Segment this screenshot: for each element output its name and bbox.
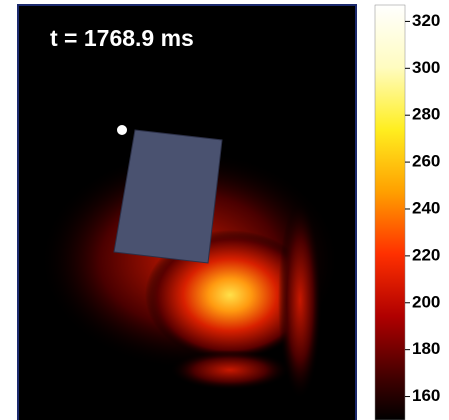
colorbar-tick-label: 320 <box>412 11 440 30</box>
figure: t = 1768.9 ms 160 180 200 220 240 260 280 300 32… <box>0 0 449 420</box>
colorbar-tick-label: 260 <box>412 152 440 171</box>
heat-region <box>170 350 290 390</box>
hot-spot <box>117 125 127 135</box>
colorbar-tick-label: 300 <box>412 58 440 77</box>
page: t = 1768.9 ms 160 180 200 220 240 260 280 300 32… <box>0 0 449 420</box>
colorbar: 160 180 200 220 240 260 280 300 320 <box>375 5 440 420</box>
colorbar-gradient <box>375 5 405 420</box>
colorbar-tick-label: 180 <box>412 339 440 358</box>
thermal-image: t = 1768.9 ms <box>18 5 356 420</box>
colorbar-tick-label: 280 <box>412 105 440 124</box>
time-label: t = 1768.9 ms <box>50 25 194 51</box>
colorbar-tick-label: 200 <box>412 292 440 311</box>
colorbar-tick-label: 240 <box>412 198 440 217</box>
colorbar-tick-label: 220 <box>412 245 440 264</box>
colorbar-tick-label: 160 <box>412 386 440 405</box>
